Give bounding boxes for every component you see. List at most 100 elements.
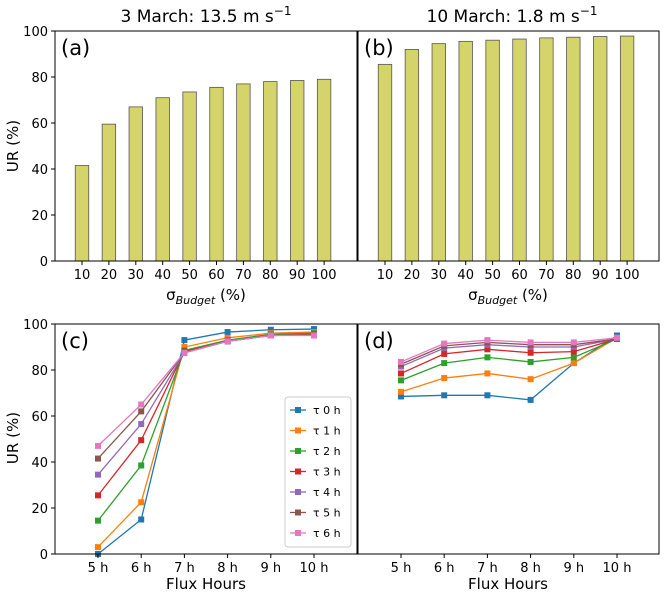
series-point <box>138 462 145 469</box>
bar <box>619 35 635 262</box>
series-point <box>527 396 534 403</box>
y-tick-label: 20 <box>31 502 48 517</box>
series-point <box>484 392 491 399</box>
bar <box>593 36 608 262</box>
panel-label: (b) <box>364 36 394 60</box>
axes-frame <box>54 30 358 262</box>
ylabel-top: UR (%) <box>4 120 22 172</box>
panel-a: 10 20 30 40 50 60 70 80 90 100 0 20 40 60 80 100 (a) <box>23 25 358 283</box>
bar <box>155 97 170 262</box>
series-point <box>441 375 448 382</box>
xlabel-sigma-b: σBudget (%) <box>468 286 548 307</box>
x-tick-label: 50 <box>484 268 501 283</box>
bar <box>431 43 446 262</box>
panel-label: (c) <box>61 329 89 353</box>
legend-box <box>284 396 352 548</box>
legend-label: τ 4 h <box>313 486 341 499</box>
series-point <box>95 455 101 462</box>
legend-marker <box>295 489 301 495</box>
series-point <box>181 349 188 356</box>
x-tick-label: 10 <box>377 268 394 283</box>
x-tick-label: 60 <box>511 268 528 283</box>
x-tick-label: 10 <box>74 268 91 283</box>
legend-label: τ 0 h <box>313 404 341 417</box>
xlabel-sigma-a: σBudget (%) <box>166 286 246 307</box>
series-point <box>484 370 491 377</box>
series-point <box>95 517 101 524</box>
legend-marker <box>295 530 301 536</box>
x-tick-label: 6 h <box>434 561 455 576</box>
y-tick-label: 40 <box>31 163 48 178</box>
series-point <box>441 392 448 399</box>
series-point <box>267 332 274 339</box>
legend: τ 0 h τ 1 h τ 2 h τ 3 h τ 4 h τ 5 h τ 6 h <box>284 396 352 548</box>
panel-label: (a) <box>61 36 90 60</box>
xlabel-flux-d: Flux Hours <box>468 575 548 593</box>
bar <box>182 91 197 262</box>
bar <box>485 39 500 262</box>
axes-frame <box>357 30 660 262</box>
series-point <box>138 421 145 428</box>
series-point <box>95 492 101 499</box>
y-tick-label: 80 <box>31 71 48 86</box>
series-point <box>570 348 577 355</box>
y-tick-label: 60 <box>31 410 48 425</box>
bar <box>128 106 143 262</box>
bar <box>263 81 278 262</box>
series-point <box>527 349 534 356</box>
x-tick-label: 70 <box>538 268 555 283</box>
series-line <box>400 338 618 368</box>
x-tick-label: 70 <box>235 268 252 283</box>
x-tick-label: 20 <box>404 268 421 283</box>
bar <box>512 38 527 262</box>
x-tick-label: 8 h <box>520 561 541 576</box>
bar <box>566 36 581 262</box>
legend-label: τ 2 h <box>313 445 341 458</box>
series-line <box>97 334 314 447</box>
series-point <box>138 499 145 506</box>
series-line <box>400 338 618 381</box>
series-point <box>95 544 101 551</box>
series-line <box>97 332 315 522</box>
series-point <box>224 329 231 336</box>
legend-label: τ 1 h <box>313 425 341 438</box>
title-right: 10 March: 1.8 m s−1 <box>427 4 598 27</box>
panel-label: (d) <box>364 329 394 353</box>
x-tick-label: 7 h <box>477 561 498 576</box>
legend-marker <box>295 427 301 434</box>
series-point <box>398 370 404 377</box>
y-tick-label: 80 <box>31 364 48 379</box>
series-point <box>181 337 188 344</box>
panel-d: 5 h 6 h 7 h 8 h 9 h 10 h (d) <box>357 323 660 576</box>
series-point <box>398 388 404 395</box>
series-point <box>398 358 404 365</box>
series-point <box>181 344 188 350</box>
x-tick-label: 10 h <box>300 561 329 576</box>
x-tick-label: 80 <box>565 268 582 283</box>
x-tick-label: 9 h <box>260 561 281 576</box>
series-point <box>527 358 534 365</box>
series-point <box>441 360 448 367</box>
bar <box>377 63 393 262</box>
bar <box>458 40 473 262</box>
x-tick-label: 20 <box>101 268 118 283</box>
legend-marker <box>295 468 301 475</box>
axes-frame <box>54 323 358 555</box>
bar <box>74 165 90 262</box>
series-point <box>224 338 231 345</box>
y-tick-label: 100 <box>23 25 48 40</box>
x-tick-label: 40 <box>457 268 474 283</box>
legend-marker <box>295 509 301 516</box>
x-tick-label: 30 <box>128 268 145 283</box>
series-point <box>527 339 534 346</box>
plots: 10 20 30 40 50 60 70 80 90 100 0 20 40 60 80 100 (a) 10 20… <box>23 25 660 576</box>
series-line <box>400 338 618 375</box>
series-line <box>400 337 618 363</box>
x-tick-label: 5 h <box>391 561 412 576</box>
bar <box>404 49 420 262</box>
series-line <box>400 337 618 393</box>
series-point <box>138 401 145 408</box>
y-tick-label: 40 <box>31 456 48 471</box>
x-tick-label: 100 <box>312 268 337 283</box>
x-tick-label: 5 h <box>88 561 109 576</box>
